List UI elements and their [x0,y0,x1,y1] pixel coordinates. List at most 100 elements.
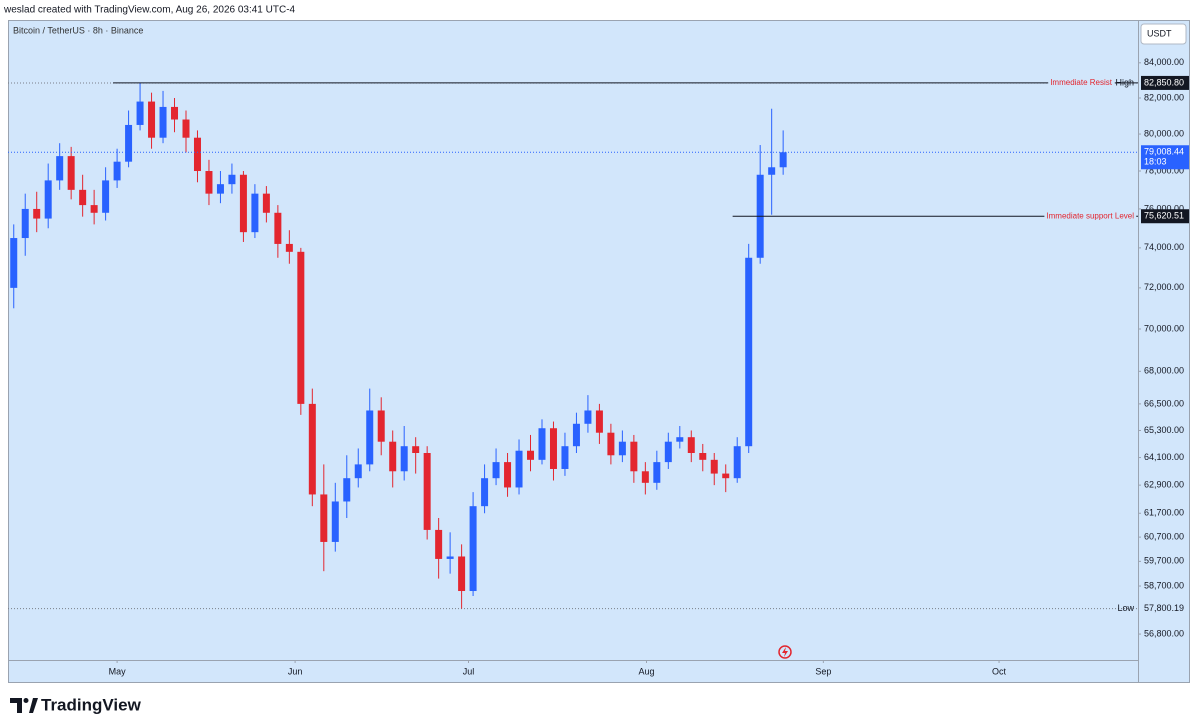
candle-body [159,106,167,138]
candle-body [607,432,615,456]
candle-body [481,478,489,507]
x-tick-label: May [109,666,127,676]
candle-body [239,174,247,233]
x-tick-label: Oct [992,666,1007,676]
candle-body [549,428,557,469]
x-tick-label: Jul [463,666,475,676]
candle-body [561,446,569,469]
y-tick-label: 65,300.00 [1144,425,1184,435]
candle-body [90,205,98,213]
candle-body [618,441,626,456]
candle-body [113,161,121,181]
candle-body [458,556,466,592]
chart-background [8,20,1190,683]
candle-body [21,208,29,239]
candle-body [400,446,408,472]
candle-body [733,446,741,479]
currency: USDT [1147,28,1172,38]
candle-body [366,410,374,465]
last-price-box [1141,145,1189,170]
candle-body [285,243,293,252]
candle-body [79,189,87,206]
candle-body [515,450,523,488]
level-label: Immediate Resist [1050,78,1113,87]
candle-body [630,441,638,472]
y-tick-label: 61,700.00 [1144,508,1184,518]
candle-body [446,556,454,559]
level-price-box [1141,75,1189,90]
y-tick-label: 84,000.00 [1144,57,1184,67]
y-tick-label: 80,000.00 [1144,128,1184,138]
last-price: 79,008.44 [1144,147,1184,157]
candle-body [56,156,64,181]
candle-body [492,462,500,479]
high-label: High [1115,77,1134,87]
candle-body [435,529,443,559]
y-tick-label: 82,000.00 [1144,92,1184,102]
candle-body [595,410,603,433]
candle-body [331,501,339,542]
y-tick-label: 74,000.00 [1144,242,1184,252]
candle-body [779,152,787,168]
candle-body [538,428,546,460]
candle-body [320,494,328,542]
candle-body [641,471,649,483]
candle-body [469,506,477,592]
y-tick-label: 78,000.00 [1144,165,1184,175]
symbol-title: Bitcoin / TetherUS · 8h · Binance [13,25,143,35]
candle-body [308,403,316,495]
alert-icon [778,645,792,659]
candle-body [699,452,707,460]
candle-body [136,101,144,125]
candle-body [412,446,420,453]
candle-body [653,462,661,483]
x-tick-label: Aug [638,666,654,676]
y-tick-label: 62,900.00 [1144,480,1184,490]
level-price-box [1141,209,1189,224]
candle-body [125,124,133,162]
candle-body [33,208,41,219]
y-tick-label: 64,100.00 [1144,452,1184,462]
candle-body [343,478,351,502]
y-tick-label: 72,000.00 [1144,282,1184,292]
low-price: 57,800.19 [1144,603,1184,613]
level-label-bg [1044,211,1137,221]
candle-body [171,106,179,120]
candle-body [205,171,213,194]
candle-body [687,437,695,453]
y-tick-label: 66,500.00 [1144,398,1184,408]
low-label: Low [1117,603,1134,613]
y-tick-label: 60,700.00 [1144,531,1184,541]
currency-box [1140,23,1187,45]
candle-body [768,167,776,175]
y-tick-label: 59,700.00 [1144,556,1184,566]
candle-body [572,423,580,447]
candle-body [664,441,672,463]
candle-body [584,410,592,424]
candle-body [389,441,397,472]
x-tick-label: Jun [288,666,303,676]
candle-body [354,464,362,479]
candle-body [193,137,201,172]
candle-body [274,212,282,244]
candle-body [423,452,431,530]
level-label: Immediate support Level [1046,211,1134,220]
candle-body [676,437,684,442]
level-label-bg [1048,78,1115,88]
chart-border [8,20,1190,683]
candle-body [148,101,156,138]
y-tick-label: 68,000.00 [1144,366,1184,376]
level-price: 82,850.80 [1144,77,1184,87]
brand: TradingView [41,695,142,714]
level-price: 75,620.51 [1144,211,1184,221]
candle-body [182,119,190,138]
credit: weslad created with TradingView.com, Aug… [3,5,296,16]
countdown: 18:03 [1144,157,1167,167]
y-tick-label: 70,000.00 [1144,323,1184,333]
candle-body [262,193,270,213]
candle-body [377,410,385,442]
candle-body [10,238,18,288]
candle-body [297,251,305,404]
candle-body [527,450,535,460]
